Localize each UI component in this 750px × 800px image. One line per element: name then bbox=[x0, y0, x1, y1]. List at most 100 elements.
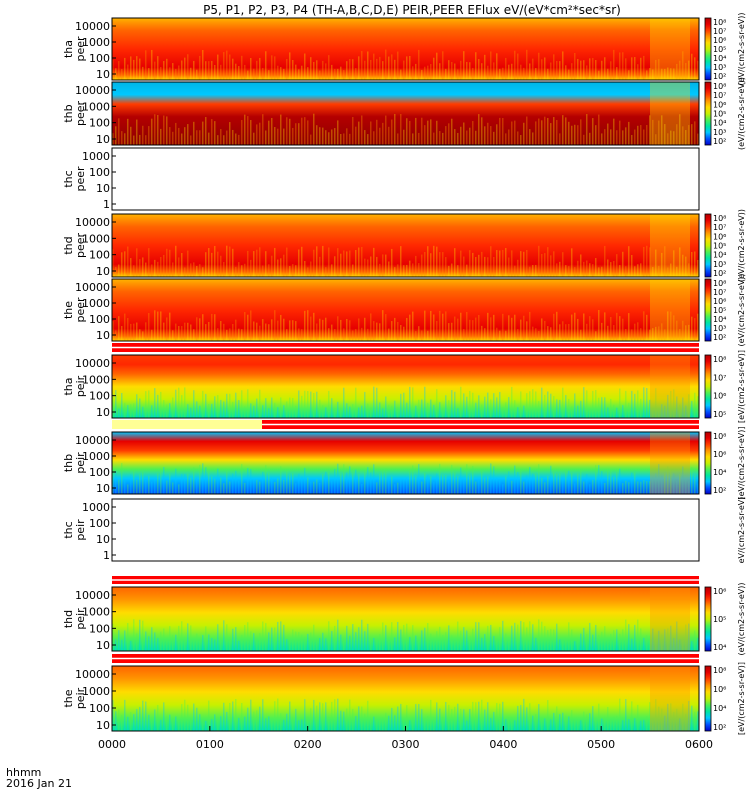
spectrogram-tha-peir bbox=[112, 355, 699, 418]
cbar-tick-thd-peer: 10⁴ bbox=[713, 251, 726, 260]
ytick-thb-peir: 1000 bbox=[82, 450, 110, 463]
cbar-tick-tha-peer: 10⁴ bbox=[713, 54, 726, 63]
cbar-label-tha-peer: (eV/(cm2-s-sr-eV)) bbox=[737, 12, 746, 85]
probe-label-thb-peer: thb bbox=[62, 104, 75, 122]
flag-bar-yellow bbox=[112, 420, 262, 429]
ytick-tha-peir: 1000 bbox=[82, 373, 110, 386]
cbar-tick-tha-peer: 10⁷ bbox=[713, 27, 726, 36]
ytick-tha-peer: 1000 bbox=[82, 36, 110, 49]
probe-label-the-peir: the bbox=[62, 689, 75, 707]
ytick-the-peer: 100 bbox=[89, 313, 110, 326]
cbar-tick-the-peir: 10⁶ bbox=[713, 685, 726, 694]
ytick-thb-peer: 10 bbox=[96, 133, 110, 146]
frame-tha-peer bbox=[111, 17, 700, 81]
cbar-label-thd-peir: (eV/(cm2-s-sr-eV)) bbox=[737, 582, 746, 655]
ytick-tha-peir: 100 bbox=[89, 390, 110, 403]
cbar-tick-the-peir: 10⁸ bbox=[713, 666, 726, 675]
ytick-thd-peir: 100 bbox=[89, 622, 110, 635]
ytick-thc-peer: 10 bbox=[96, 182, 110, 195]
spectrogram-the-peir bbox=[112, 666, 699, 731]
ytick-thb-peir: 10 bbox=[96, 482, 110, 495]
ytick-thb-peir: 100 bbox=[89, 466, 110, 479]
cbar-tick-thd-peer: 10⁷ bbox=[713, 223, 726, 232]
cbar-tick-tha-peir: 10⁸ bbox=[713, 355, 726, 364]
species-label-the-peir: peir bbox=[74, 687, 87, 709]
colorbar-tha-peir bbox=[704, 354, 712, 419]
colorbar-thb-peir bbox=[704, 431, 712, 495]
xtick-label: 0500 bbox=[587, 738, 615, 751]
panel-thc-peer: 1 10 100 1000 thc peer bbox=[62, 147, 700, 211]
ytick-thc-peer: 1000 bbox=[82, 150, 110, 163]
streaks-thd-peer bbox=[112, 245, 699, 277]
cbar-tick-the-peer: 10⁶ bbox=[713, 297, 726, 306]
frame-thb-peer bbox=[111, 81, 700, 146]
ytick-the-peer: 1000 bbox=[82, 297, 110, 310]
cbar-tick-thb-peer: 10⁷ bbox=[713, 91, 726, 100]
cbar-tick-tha-peer: 10⁶ bbox=[713, 36, 726, 45]
probe-label-thd-peer: thd bbox=[62, 236, 75, 254]
probe-label-the-peer: the bbox=[62, 301, 75, 319]
frame-thb-peir bbox=[111, 431, 700, 495]
cbar-tick-thb-peer: 10³ bbox=[713, 128, 726, 137]
ytick-the-peir: 10 bbox=[96, 719, 110, 732]
cbar-tick-thb-peir: 10⁴ bbox=[713, 468, 726, 477]
species-label-thb-peer: peer bbox=[74, 101, 87, 127]
ytick-thd-peer: 1000 bbox=[82, 232, 110, 245]
probe-label-thd-peir: thd bbox=[62, 610, 75, 628]
cbar-tick-thd-peir: 10⁴ bbox=[713, 643, 726, 652]
cbar-tick-thd-peir: 10⁵ bbox=[713, 615, 726, 624]
cbar-tick-tha-peir: 10⁵ bbox=[713, 410, 726, 419]
cbar-tick-thd-peer: 10⁶ bbox=[713, 232, 726, 241]
cbar-label-tha-peir: [eV/(cm2-s-sr-eV)] bbox=[737, 350, 746, 423]
xtick-label: 0000 bbox=[98, 738, 126, 751]
streaks-thb-peer bbox=[112, 113, 699, 145]
ytick-thb-peer: 100 bbox=[89, 117, 110, 130]
colorbar-thb-peer bbox=[704, 81, 712, 146]
streaks-the-peir bbox=[112, 698, 699, 731]
xtick-label: 0400 bbox=[489, 738, 517, 751]
figure-title: P5, P1, P2, P3, P4 (TH-A,B,C,D,E) PEIR,P… bbox=[203, 3, 621, 17]
ytick-tha-peer: 10 bbox=[96, 68, 110, 81]
spectrogram-tha-peer bbox=[112, 18, 699, 80]
species-label-thc-peer: peer bbox=[74, 166, 87, 192]
frame-thd-peer bbox=[111, 213, 700, 278]
colorbar-tha-peer bbox=[704, 17, 712, 81]
frame-the-peer bbox=[111, 278, 700, 342]
cbar-label-the-peir: [eV/(cm2-s-sr-eV)] bbox=[737, 662, 746, 735]
ytick-tha-peer: 100 bbox=[89, 52, 110, 65]
cbar-tick-tha-peer: 10² bbox=[713, 72, 726, 81]
cbar-tick-thb-peir: 10² bbox=[713, 486, 726, 495]
end-region-thb-peer bbox=[650, 82, 690, 145]
end-region-thd-peir bbox=[650, 587, 690, 651]
streaks-thd-peir bbox=[112, 619, 699, 651]
ytick-the-peer: 10 bbox=[96, 329, 110, 342]
ytick-thc-peir: 100 bbox=[89, 517, 110, 530]
ytick-tha-peir: 10 bbox=[96, 406, 110, 419]
cbar-tick-tha-peer: 10⁸ bbox=[713, 18, 726, 27]
ytick-the-peer: 10000 bbox=[75, 281, 110, 294]
ytick-thb-peer: 1000 bbox=[82, 100, 110, 113]
cbar-tick-the-peer: 10⁸ bbox=[713, 279, 726, 288]
ytick-thd-peir: 10000 bbox=[75, 589, 110, 602]
time-axis-label: hhmm bbox=[6, 766, 41, 779]
ytick-thb-peer: 10000 bbox=[75, 84, 110, 97]
panel-thc-peir: 1 10 100 1000 thc peir eV/(cm2-s-sr-eV) bbox=[62, 497, 746, 564]
cbar-tick-thb-peer: 10⁴ bbox=[713, 119, 726, 128]
end-region-thb-peir bbox=[650, 432, 690, 494]
spectrogram-thb-peir bbox=[112, 432, 699, 494]
ytick-thc-peer: 100 bbox=[89, 166, 110, 179]
cbar-tick-the-peer: 10⁷ bbox=[713, 288, 726, 297]
cbar-tick-the-peer: 10³ bbox=[713, 324, 726, 333]
cbar-tick-tha-peir: 10⁷ bbox=[713, 373, 726, 382]
end-region-tha-peer bbox=[650, 18, 690, 80]
ytick-thd-peer: 10000 bbox=[75, 216, 110, 229]
xtick-label: 0200 bbox=[294, 738, 322, 751]
spectrogram-thb-peer bbox=[112, 82, 699, 145]
species-label-thc-peir: peir bbox=[74, 519, 87, 541]
ytick-the-peir: 10000 bbox=[75, 668, 110, 681]
species-label-thd-peer: peer bbox=[74, 233, 87, 259]
